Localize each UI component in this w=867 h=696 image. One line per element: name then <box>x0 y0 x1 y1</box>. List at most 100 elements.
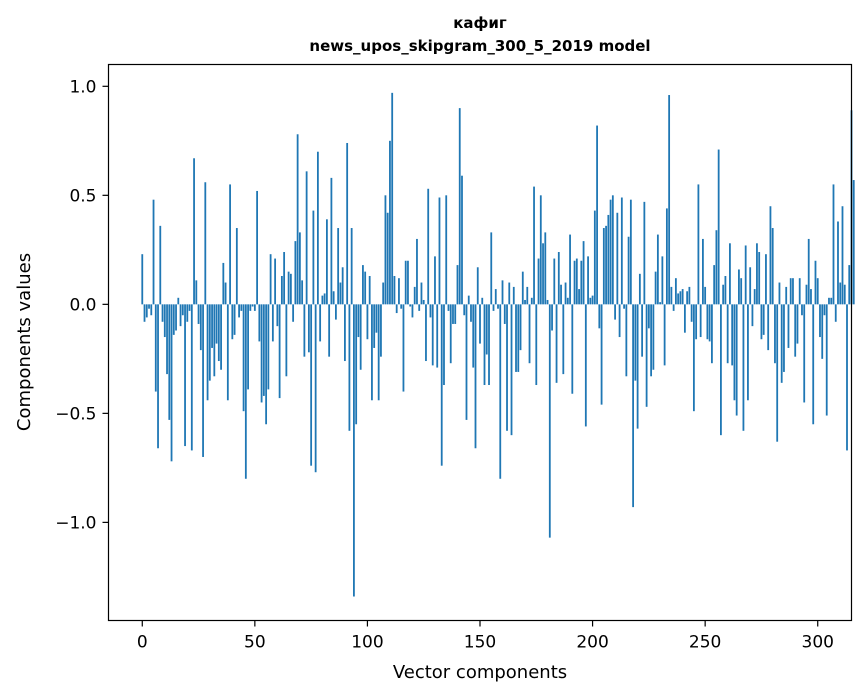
bar-298 <box>812 304 815 425</box>
bar-243 <box>688 286 691 305</box>
bar-41 <box>233 304 236 335</box>
bar-248 <box>699 304 702 338</box>
bar-25 <box>197 304 200 324</box>
bar-232 <box>663 304 666 366</box>
bar-163 <box>508 282 511 305</box>
bar-42 <box>235 228 238 305</box>
bar-16 <box>177 297 180 305</box>
bar-70 <box>298 232 301 305</box>
bar-245 <box>692 304 695 412</box>
bar-141 <box>458 108 461 305</box>
bar-43 <box>238 304 240 318</box>
bar-95 <box>355 304 358 425</box>
bar-310 <box>839 282 842 305</box>
bar-242 <box>686 291 689 305</box>
bar-109 <box>386 212 389 305</box>
bar-161 <box>503 304 506 324</box>
bar-54 <box>262 304 265 396</box>
bar-290 <box>794 304 797 357</box>
bar-80 <box>321 295 324 305</box>
bar-146 <box>470 304 472 322</box>
bar-223 <box>643 201 646 305</box>
bar-202 <box>596 125 598 305</box>
bar-235 <box>670 286 673 305</box>
bar-30 <box>208 304 211 381</box>
bar-214 <box>623 304 625 309</box>
bar-212 <box>618 304 621 338</box>
bar-27 <box>202 304 204 457</box>
bar-105 <box>377 304 380 401</box>
bar-62 <box>280 276 283 305</box>
bar-34 <box>217 304 220 362</box>
bar-224 <box>645 304 648 407</box>
bar-100 <box>366 304 369 340</box>
bar-156 <box>492 304 495 311</box>
bar-301 <box>819 304 821 338</box>
bar-78 <box>316 151 319 305</box>
bar-213 <box>620 197 623 305</box>
bar-115 <box>400 304 403 309</box>
bar-155 <box>490 232 493 305</box>
bar-145 <box>467 295 470 305</box>
bar-288 <box>789 278 792 305</box>
bar-273 <box>756 243 758 305</box>
bar-272 <box>753 289 756 305</box>
bar-260 <box>726 304 729 364</box>
bar-295 <box>805 284 808 305</box>
bar-39 <box>229 184 231 305</box>
bar-193 <box>575 258 578 305</box>
bar-280 <box>771 228 774 305</box>
bar-184 <box>555 304 558 383</box>
bar-251 <box>706 304 709 340</box>
bar-110 <box>389 140 391 305</box>
bar-68 <box>294 241 297 305</box>
bar-84 <box>330 177 333 305</box>
bar-20 <box>186 304 189 322</box>
bar-14 <box>172 304 175 335</box>
bar-10 <box>163 304 166 338</box>
bar-108 <box>384 195 387 305</box>
bar-241 <box>683 304 686 333</box>
bar-144 <box>465 304 468 420</box>
bar-113 <box>395 304 398 314</box>
bar-316 <box>852 180 855 305</box>
bar-128 <box>429 304 432 318</box>
bar-11 <box>166 304 168 375</box>
bar-93 <box>350 228 353 305</box>
bar-270 <box>749 267 752 305</box>
x-tick-label: 300 <box>802 633 834 653</box>
bar-56 <box>267 304 270 390</box>
bar-203 <box>598 304 601 329</box>
bar-201 <box>593 210 596 305</box>
bar-210 <box>614 304 616 320</box>
bar-176 <box>537 258 540 305</box>
bar-111 <box>391 92 394 305</box>
bar-47 <box>247 304 249 390</box>
bar-83 <box>328 304 331 357</box>
bar-124 <box>420 282 423 305</box>
bar-118 <box>407 260 409 305</box>
x-tick-label: 100 <box>351 633 383 653</box>
bar-151 <box>481 297 484 305</box>
bar-66 <box>289 273 292 305</box>
bar-293 <box>801 304 803 316</box>
bar-61 <box>278 304 281 399</box>
bar-79 <box>319 304 322 342</box>
bar-302 <box>821 304 824 359</box>
y-tick-label: 0.5 <box>69 186 96 206</box>
bar-36 <box>222 262 225 305</box>
y-tick-label: 0.0 <box>69 295 96 315</box>
bar-164 <box>510 304 513 436</box>
bar-160 <box>501 280 504 305</box>
bar-48 <box>249 304 252 311</box>
bar-4 <box>150 304 153 316</box>
bar-225 <box>647 304 650 329</box>
bar-89 <box>341 267 344 305</box>
bar-32 <box>213 304 216 377</box>
bar-178 <box>542 243 544 305</box>
bar-197 <box>584 304 587 427</box>
bar-226 <box>650 304 653 377</box>
bar-171 <box>526 286 529 305</box>
bar-269 <box>747 304 749 401</box>
bar-180 <box>546 299 549 305</box>
